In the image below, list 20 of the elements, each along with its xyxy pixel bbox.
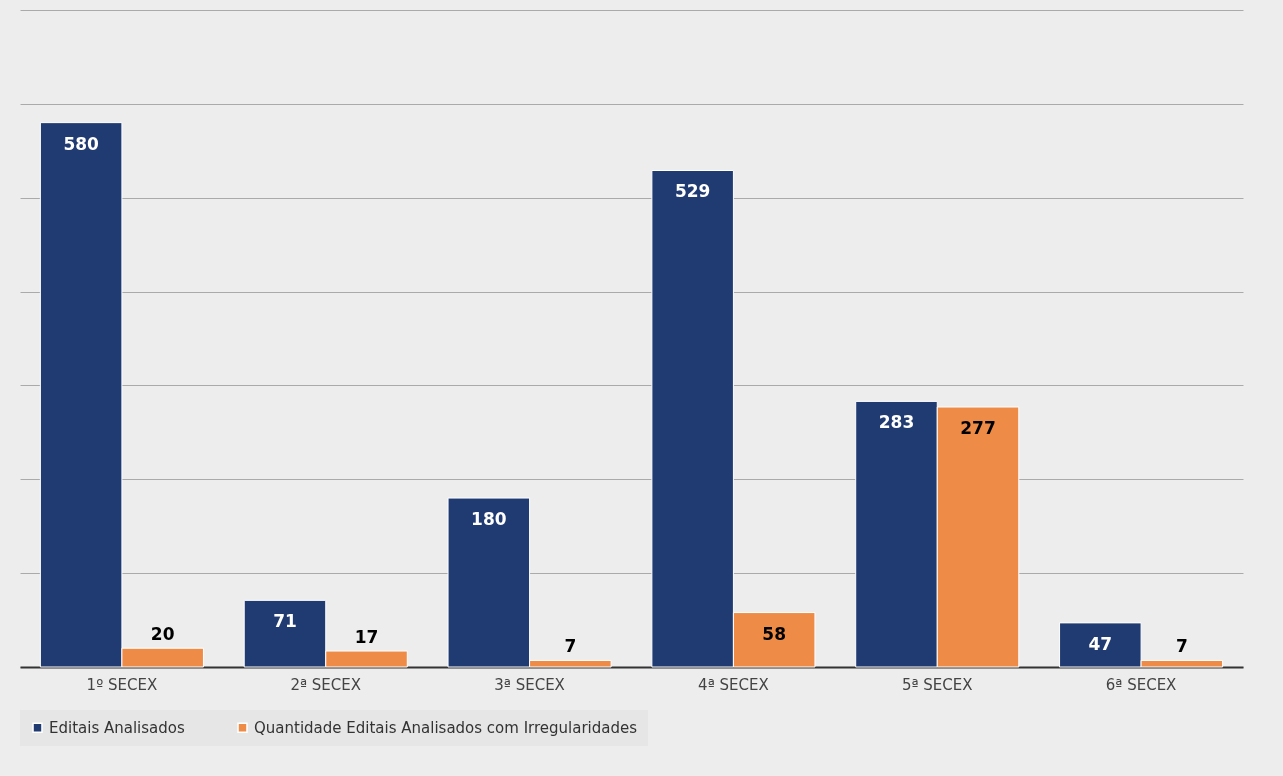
data-label: 7 bbox=[564, 636, 577, 657]
data-label: 277 bbox=[960, 418, 996, 439]
data-label: 180 bbox=[471, 509, 507, 530]
x-tick-label: 1º SECEX bbox=[86, 675, 158, 694]
x-tick-label: 6ª SECEX bbox=[1105, 675, 1177, 694]
data-label: 529 bbox=[674, 181, 711, 202]
x-tick-label: 2ª SECEX bbox=[290, 675, 362, 694]
data-label: 7 bbox=[1175, 636, 1188, 657]
x-tick-label: 3ª SECEX bbox=[494, 675, 565, 694]
data-label: 58 bbox=[762, 623, 787, 644]
x-tick-label: 4ª SECEX bbox=[698, 675, 769, 694]
legend-label: Editais Analisados bbox=[49, 718, 185, 737]
data-label: 283 bbox=[878, 412, 915, 433]
data-label: 17 bbox=[354, 627, 379, 648]
data-label: 20 bbox=[150, 624, 175, 645]
x-tick-label: 5ª SECEX bbox=[901, 675, 973, 694]
data-label: 47 bbox=[1088, 633, 1113, 654]
data-label: 580 bbox=[63, 133, 100, 154]
data-label: 71 bbox=[273, 611, 297, 632]
legend-label: Quantidade Editais Analisados com Irregularidades bbox=[254, 718, 638, 737]
